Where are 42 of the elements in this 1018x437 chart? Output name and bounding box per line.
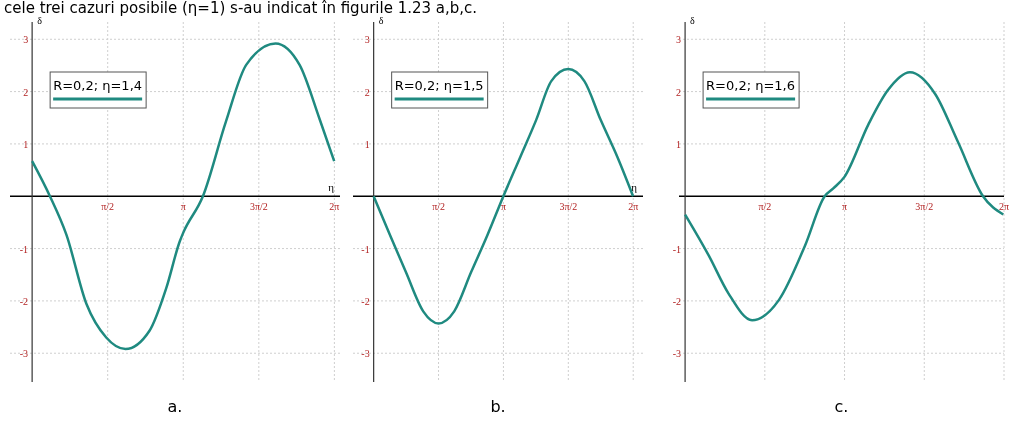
x-tick-label: π — [842, 201, 848, 213]
y-axis-title: δ — [378, 15, 384, 26]
x-tick-label: π/2 — [101, 201, 115, 213]
y-tick-label: -1 — [672, 243, 682, 255]
y-tick-label: -3 — [361, 348, 370, 360]
y-tick-label: -1 — [19, 243, 29, 255]
x-axis-title: η — [328, 181, 335, 194]
y-tick-label: 3 — [23, 34, 29, 46]
x-tick-label: π — [180, 201, 186, 213]
y-tick-label: -2 — [672, 295, 682, 307]
y-tick-label: -1 — [361, 243, 370, 255]
chart-title: cele trei cazuri posibile (η=1) s-au indicat în figurile 1.23 a,b,c. — [4, 0, 478, 17]
y-axis-title: δ — [37, 15, 43, 26]
y-tick-label: 3 — [364, 34, 370, 46]
y-tick-label: 1 — [676, 138, 682, 150]
y-tick-label: 2 — [364, 86, 370, 98]
x-tick-label: 2π — [998, 201, 1010, 213]
y-axis-title: δ — [690, 15, 696, 26]
x-tick-label: π — [500, 201, 506, 213]
x-tick-label: 3π/2 — [559, 201, 578, 213]
y-tick-label: -3 — [672, 348, 682, 360]
x-tick-label: π/2 — [758, 201, 772, 213]
text: a. — [167, 397, 183, 416]
y-tick-label: 2 — [676, 86, 682, 98]
text: R=0,2; η=1,5 — [394, 78, 484, 93]
x-tick-label: π/2 — [432, 201, 445, 213]
y-tick-label: 3 — [676, 34, 682, 46]
y-tick-label: 2 — [23, 86, 29, 98]
x-tick-label: 2π — [329, 201, 340, 213]
text: c. — [834, 397, 849, 416]
text: b. — [490, 397, 506, 416]
x-tick-label: 3π/2 — [249, 201, 268, 213]
y-tick-label: 1 — [23, 138, 29, 150]
y-tick-label: -2 — [361, 295, 370, 307]
y-tick-label: -2 — [19, 295, 29, 307]
x-axis-title: η — [631, 181, 638, 194]
text: R=0,2; η=1,4 — [53, 78, 143, 93]
y-tick-label: -3 — [19, 348, 29, 360]
x-tick-label: 3π/2 — [915, 201, 934, 213]
text: R=0,2; η=1,6 — [706, 78, 796, 93]
y-tick-label: 1 — [364, 138, 370, 150]
x-tick-label: 2π — [628, 201, 639, 213]
